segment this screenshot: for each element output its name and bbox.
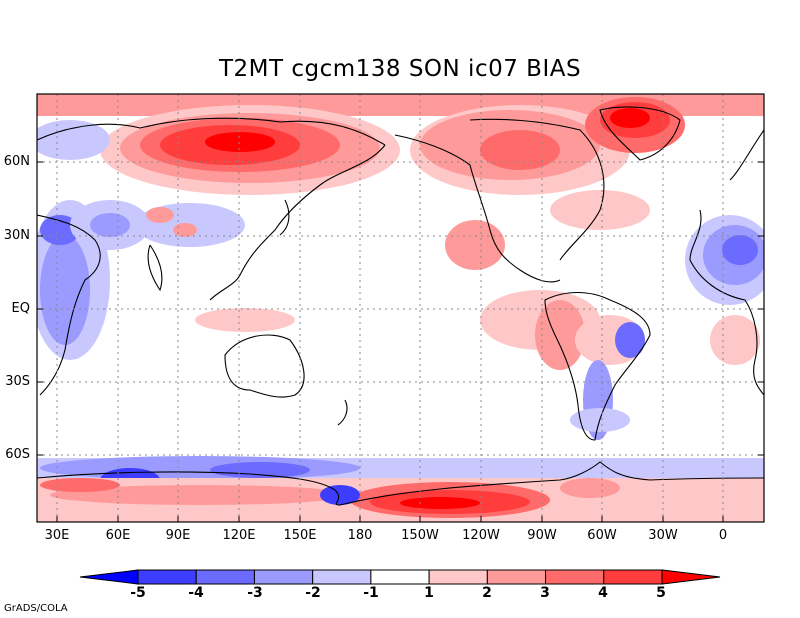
colorbar-label: -5 (130, 585, 146, 601)
warm-anomaly-greenland (585, 97, 685, 153)
lon-label-90e: 90E (165, 528, 191, 543)
colorbar-label: 3 (540, 585, 550, 601)
colorbar-label: 2 (482, 585, 492, 601)
colorbar-label: -4 (188, 585, 204, 601)
colorbar-label: -2 (305, 585, 321, 601)
bias-field (37, 94, 764, 522)
lon-label-120e: 120E (222, 528, 256, 543)
lat-label-30s: 30S (5, 374, 30, 389)
cold-anomaly-sahara (685, 215, 764, 365)
lat-label-60s: 60S (5, 447, 30, 462)
colorbar-label: 4 (598, 585, 608, 601)
lat-label-eq: EQ (11, 301, 30, 316)
lon-label-120w: 120W (462, 528, 500, 543)
lon-label-90w: 90W (527, 528, 557, 543)
tibet-anomaly (135, 203, 245, 247)
colorbar-swatch (137, 569, 197, 585)
colorbar-swatch (370, 569, 430, 585)
lon-label-180: 180 (347, 528, 373, 543)
colorbar-swatch (603, 569, 663, 585)
lon-label-30e: 30E (44, 528, 70, 543)
colorbar-swatch (486, 569, 547, 585)
warm-anomaly-siberia (100, 105, 400, 195)
lon-label-150e: 150E (283, 528, 317, 543)
southern-ocean-anomaly (37, 456, 764, 522)
cold-anomaly-africa (37, 120, 150, 360)
colorbar-swatch (195, 569, 255, 585)
axis-ticks (37, 161, 764, 522)
colorbar-swatch (79, 569, 139, 585)
lon-label-0: 0 (718, 528, 728, 543)
graticule (37, 94, 764, 522)
colorbar (79, 569, 721, 585)
lon-label-30w: 30W (648, 528, 678, 543)
map-title: T2MT cgcm138 SON ic07 BIAS (218, 56, 582, 82)
credit-text: GrADS/COLA (4, 603, 68, 614)
warm-anomaly-east-pacific (195, 220, 600, 370)
colorbar-label: -1 (363, 585, 379, 601)
colorbar-swatch (312, 569, 372, 585)
colorbar-label: 1 (424, 585, 434, 601)
colorbar-swatch (545, 569, 605, 585)
colorbar-swatch (428, 569, 488, 585)
lon-label-60w: 60W (587, 528, 617, 543)
map-frame (36, 93, 765, 523)
colorbar-swatch (253, 569, 314, 585)
lat-label-30n: 30N (3, 228, 30, 243)
lon-label-60e: 60E (105, 528, 131, 543)
colorbar-label: 5 (656, 585, 666, 601)
colorbar-label: -3 (247, 585, 263, 601)
colorbar-swatch (661, 569, 721, 585)
lon-label-150w: 150W (401, 528, 439, 543)
lat-label-60n: 60N (3, 154, 30, 169)
